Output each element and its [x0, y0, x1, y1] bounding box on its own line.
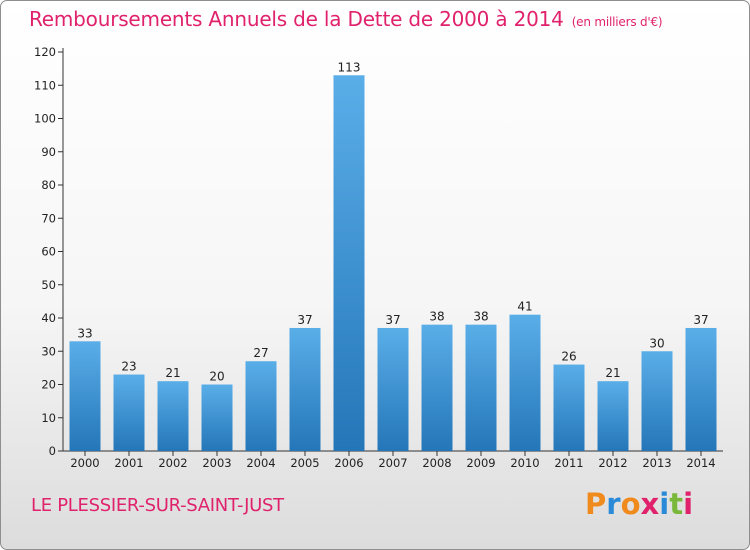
bars [69, 75, 717, 452]
y-tick-label: 10 [41, 411, 56, 425]
bar-2003 [201, 384, 233, 451]
x-tick-label: 2001 [114, 456, 143, 470]
logo-letter: x [640, 487, 660, 521]
x-tick-label: 2008 [422, 456, 451, 470]
bar-2014 [685, 327, 717, 451]
x-tick-label: 2005 [290, 456, 319, 470]
bar-2005 [289, 327, 321, 451]
bar-value-label: 20 [209, 370, 224, 384]
y-tick-label: 40 [41, 311, 56, 325]
logo-letter: t [669, 487, 684, 521]
bar-2008 [421, 324, 453, 451]
bar-value-label: 33 [77, 326, 92, 340]
logo-letter: r [606, 487, 621, 521]
bar-2000 [69, 341, 101, 451]
bar-value-label: 113 [338, 60, 361, 74]
x-tick-label: 2013 [642, 456, 671, 470]
bar-value-label: 37 [385, 313, 400, 327]
bar-value-label: 21 [605, 366, 620, 380]
bar-2011 [553, 364, 585, 451]
bar-value-label: 37 [693, 313, 708, 327]
x-tick-label: 2010 [510, 456, 539, 470]
bar-2004 [245, 361, 277, 451]
y-tick-label: 120 [34, 45, 56, 59]
bar-value-label: 38 [473, 310, 488, 324]
y-tick-label: 80 [41, 178, 56, 192]
bar-2002 [157, 381, 189, 451]
bar-value-label: 27 [253, 346, 268, 360]
bar-2007 [377, 327, 409, 451]
bar-2001 [113, 374, 145, 451]
bar-value-label: 23 [121, 360, 136, 374]
commune-name: LE PLESSIER-SUR-SAINT-JUST [31, 495, 284, 516]
x-tick-label: 2009 [466, 456, 495, 470]
x-tick-label: 2012 [598, 456, 627, 470]
x-tick-label: 2011 [554, 456, 583, 470]
bar-value-label: 21 [165, 366, 180, 380]
bar-value-label: 30 [649, 336, 664, 350]
y-tick-label: 0 [49, 444, 56, 458]
x-axis: 2000 2001 2002 2003 2004 2005 2006 2007 2008 2009… [63, 450, 723, 470]
chart-title-text: Remboursements Annuels de la Dette de 20… [29, 7, 564, 31]
data-labels: 33 23 21 20 27 37 113 37 38 38 41 26 21 30 37 [77, 60, 708, 383]
y-tick-label: 70 [41, 211, 56, 225]
y-axis: 0 10 20 30 40 50 60 70 80 90 100 110 120 [34, 45, 64, 458]
x-tick-label: 2014 [686, 456, 715, 470]
y-tick-label: 100 [34, 112, 56, 126]
bar-value-label: 38 [429, 310, 444, 324]
x-tick-label: 2000 [70, 456, 99, 470]
bar-value-label: 26 [561, 350, 576, 364]
x-tick-label: 2003 [202, 456, 231, 470]
chart-unit: (en milliers d'€) [571, 15, 663, 29]
bar-2013 [641, 351, 673, 451]
y-tick-label: 90 [41, 145, 56, 159]
y-tick-label: 30 [41, 344, 56, 358]
proxiti-logo[interactable]: Proxiti [585, 487, 693, 521]
bar-2010 [509, 314, 541, 451]
y-tick-label: 20 [41, 378, 56, 392]
y-tick-label: 60 [41, 245, 56, 259]
bar-2006 [333, 75, 365, 452]
x-tick-label: 2002 [158, 456, 187, 470]
x-tick-label: 2007 [378, 456, 407, 470]
logo-letter: i [683, 487, 694, 521]
x-tick-label: 2004 [246, 456, 275, 470]
bar-2012 [597, 381, 629, 451]
chart-title: Remboursements Annuels de la Dette de 20… [29, 7, 663, 31]
x-tick-label: 2006 [334, 456, 363, 470]
bar-value-label: 37 [297, 313, 312, 327]
bar-value-label: 41 [517, 300, 532, 314]
bar-2009 [465, 324, 497, 451]
logo-letter: o [620, 487, 641, 521]
logo-letter: P [585, 487, 607, 521]
logo-letter: i [659, 487, 670, 521]
y-tick-label: 110 [34, 78, 56, 92]
y-tick-label: 50 [41, 278, 56, 292]
